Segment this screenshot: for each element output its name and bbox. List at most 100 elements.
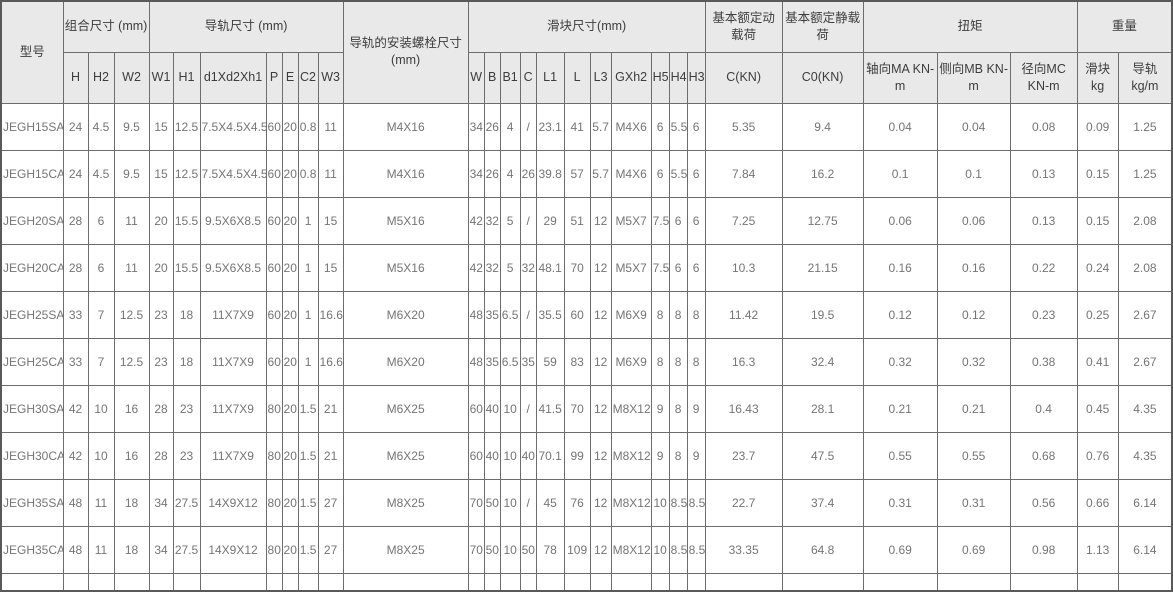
value-cell: 0.68: [1009, 431, 1078, 480]
model-cell: JEGH35CA: [0, 525, 64, 574]
value-cell: 2.08: [1117, 243, 1173, 292]
value-cell: 20: [281, 290, 299, 339]
value-cell: 23.7: [704, 431, 783, 480]
value-cell: 10: [499, 525, 521, 574]
value-cell: 7: [87, 337, 115, 386]
table-header: 型号 组合尺寸 (mm) 导轨尺寸 (mm) 导轨的安装螺栓尺寸 (mm) 滑块尺寸(m…: [0, 0, 1173, 104]
value-cell: 60: [265, 290, 283, 339]
value-cell: 10: [499, 384, 521, 433]
column-header: L3: [589, 51, 612, 104]
value-cell: /: [519, 478, 537, 527]
value-cell: 0.23: [1009, 290, 1078, 339]
value-cell: M6X9: [610, 337, 652, 386]
value-cell: 20: [281, 102, 299, 151]
value-cell: 21.15: [781, 243, 864, 292]
value-cell: M8X12: [610, 478, 652, 527]
value-cell: 0.06: [862, 196, 938, 245]
value-cell: 1: [297, 243, 319, 292]
value-cell: 6: [87, 196, 115, 245]
value-cell: 5.7: [589, 102, 612, 151]
value-cell: M5X7: [610, 196, 652, 245]
value-cell: 21: [317, 384, 344, 433]
value-cell: 0.24: [1076, 243, 1119, 292]
value-cell: 35: [519, 337, 537, 386]
value-cell: 26: [483, 149, 501, 198]
value-cell: 34: [467, 149, 485, 198]
value-cell: 41.5: [535, 384, 565, 433]
value-cell: 6: [668, 196, 688, 245]
value-cell: 5.5: [668, 102, 688, 151]
value-cell: 7.5: [650, 243, 670, 292]
value-cell: 1.5: [297, 478, 319, 527]
value-cell: 8: [668, 337, 688, 386]
value-cell: 34: [148, 525, 174, 574]
value-cell: 60: [265, 102, 283, 151]
value-cell: 0.55: [936, 431, 1011, 480]
value-cell: 23: [148, 290, 174, 339]
value-cell: 8.5: [668, 525, 688, 574]
value-cell: 40: [519, 431, 537, 480]
value-cell: 0.16: [936, 243, 1011, 292]
empty-cell: [87, 572, 115, 592]
value-cell: /: [519, 196, 537, 245]
value-cell: 11.42: [704, 290, 783, 339]
column-header: B1: [499, 51, 521, 104]
value-cell: 0.21: [862, 384, 938, 433]
value-cell: 12: [589, 431, 612, 480]
value-cell: 20: [281, 196, 299, 245]
table-body: JEGH15SA 24 4.5 9.5 15 12.5 7.5X4.5X4.5 60 20 0.8…: [0, 102, 1173, 592]
value-cell: 16: [113, 431, 150, 480]
empty-cell: [342, 572, 469, 592]
value-cell: 11: [317, 102, 344, 151]
value-cell: 0.13: [1009, 196, 1078, 245]
value-cell: 20: [281, 525, 299, 574]
column-header: H: [62, 51, 89, 104]
value-cell: 6: [668, 243, 688, 292]
value-cell: 42: [467, 243, 485, 292]
value-cell: 14X9X12: [199, 525, 267, 574]
value-cell: M6X25: [342, 431, 469, 480]
value-cell: 60: [467, 431, 485, 480]
value-cell: 16.6: [317, 337, 344, 386]
value-cell: 0.12: [936, 290, 1011, 339]
value-cell: 1: [297, 290, 319, 339]
column-header: 轴向MA KN-m: [862, 51, 938, 104]
value-cell: 48: [467, 290, 485, 339]
value-cell: 0.08: [1009, 102, 1078, 151]
value-cell: 0.32: [862, 337, 938, 386]
column-header: H4: [668, 51, 688, 104]
value-cell: 15: [317, 243, 344, 292]
value-cell: 27.5: [172, 525, 201, 574]
table-row: JEGH25SA 33 7 12.5 23 18 11X7X9 60 20 1 16.6 M6X20 4…: [0, 290, 1173, 339]
value-cell: 15.5: [172, 196, 201, 245]
value-cell: 5.5: [668, 149, 688, 198]
table-row: JEGH35CA 48 11 18 34 27.5 14X9X12 80 20 1.5 27 M8X2…: [0, 525, 1173, 574]
value-cell: 12: [589, 478, 612, 527]
value-cell: 41: [563, 102, 591, 151]
model-cell: JEGH25SA: [0, 290, 64, 339]
value-cell: 5: [499, 196, 521, 245]
value-cell: 9.5: [113, 149, 150, 198]
value-cell: 32: [483, 243, 501, 292]
value-cell: 20: [281, 431, 299, 480]
value-cell: 22.7: [704, 478, 783, 527]
value-cell: 2.08: [1117, 196, 1173, 245]
column-header: C(KN): [704, 51, 783, 104]
value-cell: 4.5: [87, 149, 115, 198]
value-cell: 8: [686, 290, 706, 339]
value-cell: 8: [668, 384, 688, 433]
value-cell: 4: [499, 102, 521, 151]
value-cell: 6: [686, 149, 706, 198]
empty-cell: [781, 572, 864, 592]
value-cell: M6X9: [610, 290, 652, 339]
empty-cell: [148, 572, 174, 592]
value-cell: M8X25: [342, 525, 469, 574]
value-cell: 28.1: [781, 384, 864, 433]
value-cell: 7.5: [650, 196, 670, 245]
model-cell: JEGH30SA: [0, 384, 64, 433]
value-cell: M8X25: [342, 478, 469, 527]
model-cell: JEGH30CA: [0, 431, 64, 480]
value-cell: 12: [589, 384, 612, 433]
value-cell: 45: [535, 478, 565, 527]
value-cell: 9.4: [781, 102, 864, 151]
